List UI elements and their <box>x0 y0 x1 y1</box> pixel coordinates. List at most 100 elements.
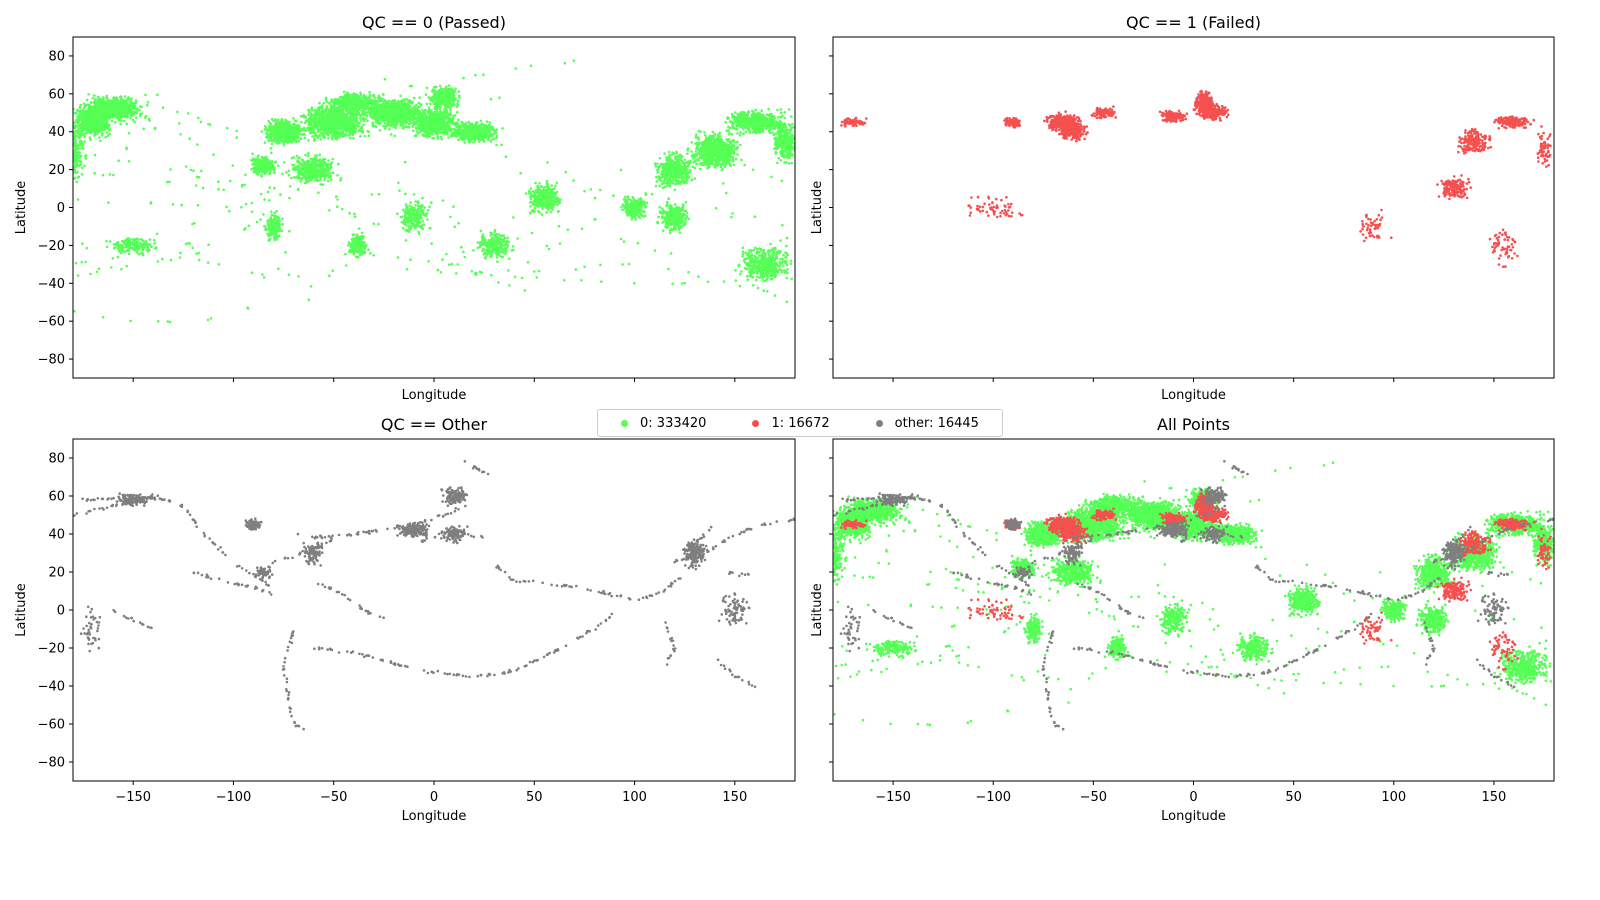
data-point <box>217 187 220 191</box>
data-point <box>280 139 284 143</box>
data-point <box>418 96 422 99</box>
data-point <box>212 153 215 156</box>
data-point <box>394 126 398 130</box>
data-point <box>86 113 90 117</box>
data-point <box>146 101 150 104</box>
data-point <box>344 119 348 123</box>
data-point <box>454 272 458 275</box>
data-point <box>279 193 282 196</box>
data-point <box>362 123 366 127</box>
data-point <box>288 185 292 188</box>
data-point <box>343 134 347 137</box>
data-point <box>74 261 78 265</box>
data-point <box>247 224 251 228</box>
data-point <box>449 215 452 219</box>
data-point <box>144 116 147 119</box>
data-point <box>127 103 130 107</box>
data-point <box>756 286 760 290</box>
data-point <box>415 122 418 126</box>
data-point <box>403 160 407 164</box>
data-point <box>394 124 397 127</box>
data-point <box>435 126 439 130</box>
data-point <box>83 106 86 109</box>
data-point <box>450 117 454 121</box>
data-point <box>120 119 123 123</box>
data-point <box>267 139 271 143</box>
data-point <box>333 123 337 127</box>
data-point <box>346 124 350 128</box>
data-point <box>309 114 313 118</box>
data-point <box>93 118 97 121</box>
data-point <box>427 128 431 132</box>
data-point <box>106 100 110 104</box>
data-point <box>120 267 123 271</box>
data-point <box>350 122 354 126</box>
data-point <box>489 97 493 101</box>
data-point <box>412 115 415 118</box>
data-point <box>265 126 268 130</box>
data-point <box>310 126 314 129</box>
data-point <box>558 242 562 245</box>
data-point <box>563 61 567 65</box>
data-point <box>340 122 343 125</box>
data-point <box>110 119 114 123</box>
data-point <box>278 141 281 145</box>
data-point <box>500 143 504 147</box>
data-point <box>310 109 314 112</box>
data-point <box>288 196 291 200</box>
data-point <box>107 105 111 108</box>
data-point <box>281 132 285 135</box>
data-point <box>389 133 393 136</box>
data-point <box>161 106 165 109</box>
data-point <box>450 262 454 266</box>
data-point <box>287 273 291 277</box>
data-point <box>388 124 392 127</box>
data-point <box>421 128 424 132</box>
data-point <box>89 138 92 142</box>
data-point <box>416 132 420 135</box>
data-point <box>533 270 536 273</box>
data-point <box>335 126 339 130</box>
data-point <box>142 127 145 131</box>
data-point <box>328 274 331 278</box>
data-point <box>387 99 391 103</box>
data-point <box>427 117 431 120</box>
data-point <box>537 269 541 273</box>
data-point <box>498 96 501 99</box>
data-point <box>351 127 355 130</box>
data-point <box>418 118 422 122</box>
data-point <box>129 105 132 108</box>
data-point <box>474 73 477 77</box>
data-point <box>292 127 295 130</box>
data-point <box>76 115 79 118</box>
data-point <box>102 126 105 129</box>
data-point <box>417 125 420 129</box>
data-point <box>359 91 362 94</box>
data-point <box>112 173 115 177</box>
data-point <box>113 109 117 113</box>
data-point <box>633 282 636 285</box>
data-point <box>91 108 95 112</box>
data-point <box>341 130 344 133</box>
data-point <box>274 118 277 121</box>
data-point <box>323 131 326 134</box>
data-point <box>83 127 87 131</box>
data-point <box>87 117 91 121</box>
data-point <box>399 106 403 109</box>
data-point <box>766 290 769 293</box>
data-point <box>408 99 411 102</box>
data-point <box>273 186 276 190</box>
data-point <box>322 119 326 122</box>
data-point <box>180 203 183 207</box>
data-point <box>398 189 401 192</box>
data-point <box>102 112 106 116</box>
data-point <box>309 285 313 288</box>
data-point <box>140 112 144 115</box>
data-point <box>177 122 181 125</box>
data-point <box>497 281 500 284</box>
data-point <box>366 119 369 123</box>
data-point <box>89 129 92 133</box>
data-point <box>381 93 385 96</box>
data-point <box>362 116 365 119</box>
